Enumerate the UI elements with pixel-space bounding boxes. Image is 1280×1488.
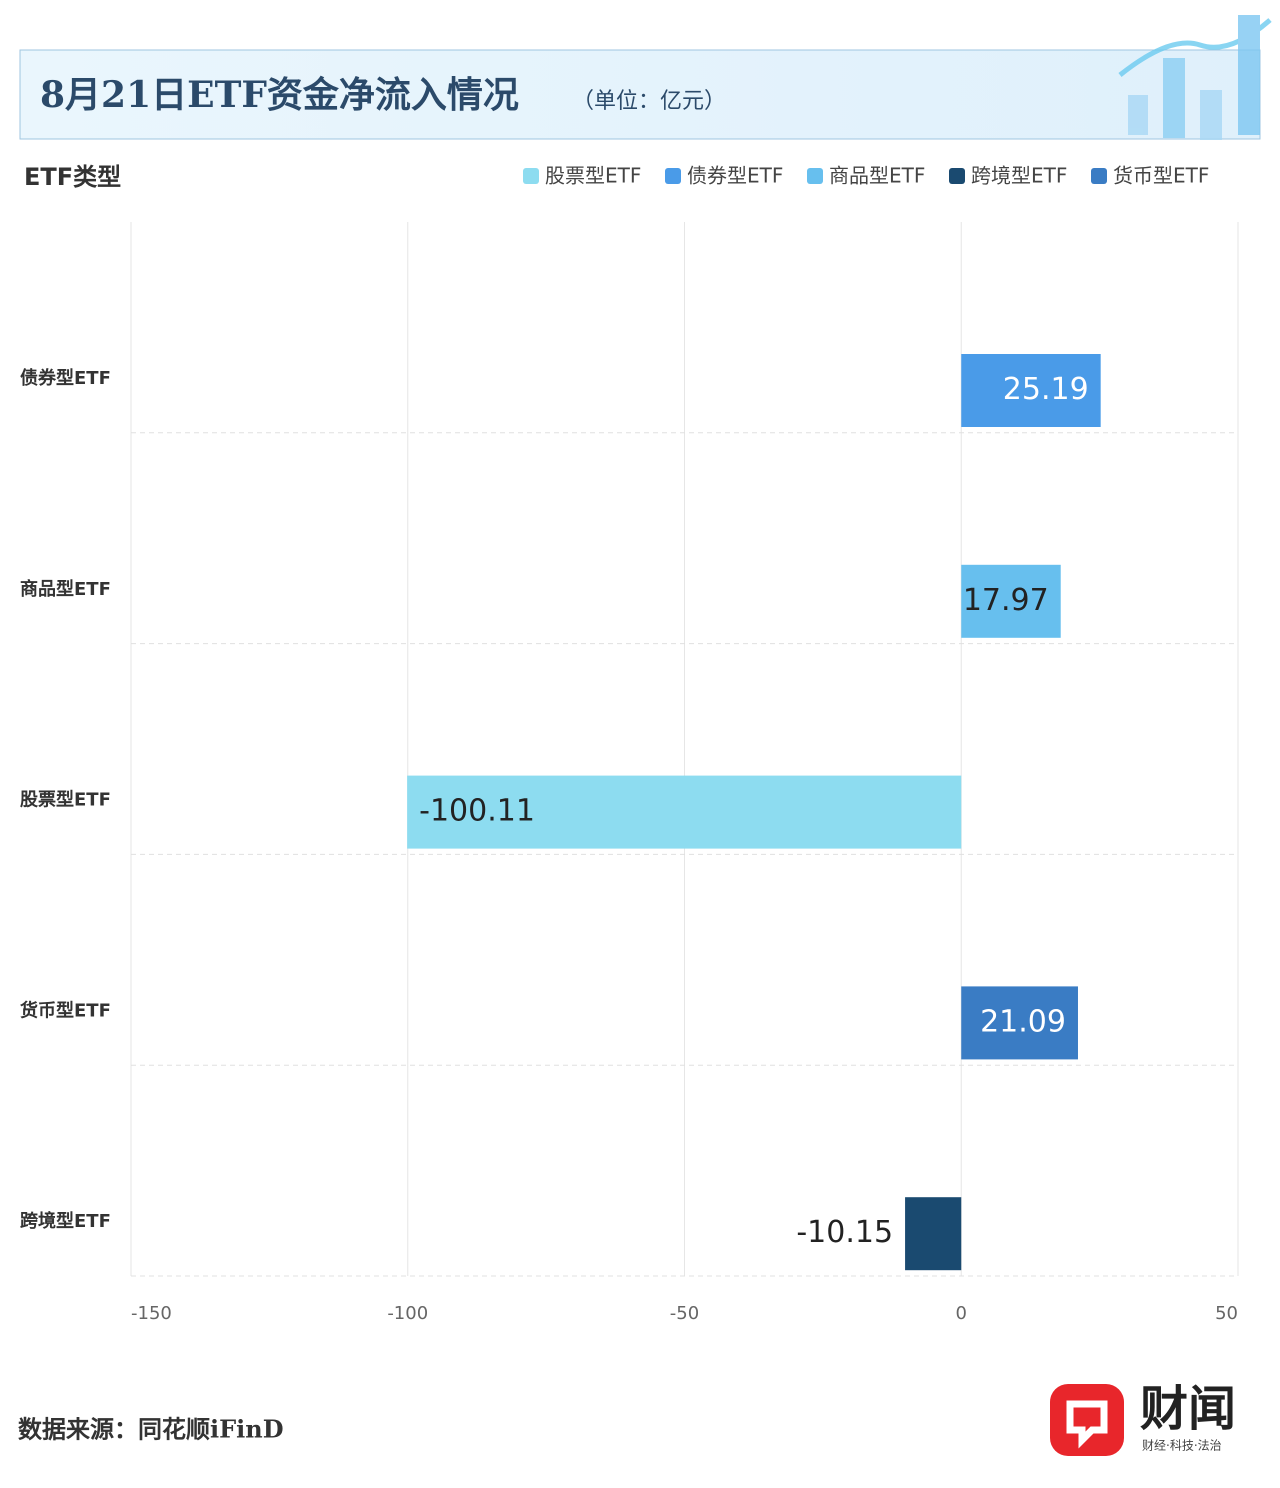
x-tick-label: 0 — [956, 1303, 967, 1324]
title-box — [19, 49, 1261, 140]
legend-label: 货币型ETF — [1113, 164, 1209, 188]
x-tick-label: -50 — [670, 1303, 699, 1324]
value-label: 21.09 — [980, 1004, 1066, 1039]
y-tick-label: 债券型ETF — [20, 367, 111, 389]
chart-subtitle: （单位：亿元） — [572, 89, 726, 114]
y-tick-label: 跨境型ETF — [20, 1210, 111, 1232]
x-tick-label: 50 — [1215, 1303, 1238, 1324]
logo-tagline: 财经·科技·法治 — [1142, 1439, 1222, 1453]
bar — [905, 1197, 962, 1271]
bar — [407, 775, 962, 849]
source: 数据来源：同花顺iFinD — [18, 1415, 284, 1444]
logo-name: 财闻 — [1140, 1381, 1236, 1437]
legend-swatch — [807, 168, 823, 184]
legend-label: 商品型ETF — [829, 164, 925, 188]
bar — [961, 354, 1101, 427]
legend-label: 股票型ETF — [545, 164, 641, 188]
value-label: 17.97 — [963, 583, 1049, 618]
legend-swatch — [949, 168, 965, 184]
value-label: -10.15 — [796, 1215, 893, 1250]
legend-swatch — [1091, 168, 1107, 184]
x-tick-label: -100 — [387, 1303, 428, 1324]
bar — [961, 986, 1078, 1060]
y-axis-title: ETF类型 — [24, 163, 121, 191]
bar — [961, 564, 1061, 638]
value-label: 25.19 — [1003, 372, 1089, 407]
legend-swatch — [665, 168, 681, 184]
y-tick-label: 货币型ETF — [20, 999, 111, 1021]
logo-icon — [1050, 1384, 1124, 1456]
logo-glyph — [1066, 1400, 1108, 1449]
value-label: -100.11 — [419, 794, 535, 829]
legend-label: 债券型ETF — [687, 164, 783, 188]
legend-swatch — [523, 168, 539, 184]
y-tick-label: 商品型ETF — [20, 578, 111, 600]
decoration — [1118, 15, 1272, 140]
y-tick-label: 股票型ETF — [19, 789, 111, 811]
chart-title: 8月21日ETF资金净流入情况 — [40, 74, 519, 116]
x-tick-label: -150 — [131, 1303, 172, 1324]
legend-label: 跨境型ETF — [971, 164, 1067, 188]
